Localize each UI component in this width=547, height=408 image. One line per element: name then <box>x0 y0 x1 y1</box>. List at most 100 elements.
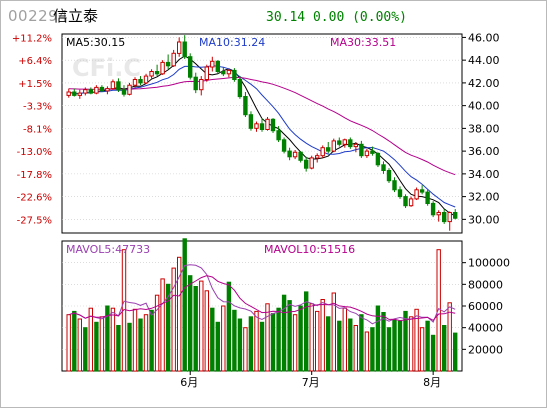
price-tick-label: 32.00 <box>468 191 500 204</box>
volume-bar <box>171 267 176 372</box>
volume-bar <box>414 308 419 372</box>
volume-bar <box>337 320 342 372</box>
candle-body <box>281 139 287 152</box>
candle-body <box>193 76 198 91</box>
volume-bar <box>315 310 320 372</box>
candle-body <box>425 191 430 205</box>
price-tick-label: 42.00 <box>468 77 500 90</box>
volume-bar <box>165 283 171 372</box>
candle-body <box>436 212 441 216</box>
volume-bar <box>94 321 99 372</box>
date-tick-label: 8月 <box>423 376 441 389</box>
pct-tick-label: +6.4% <box>18 56 52 67</box>
price-change-pct: (0.00%) <box>352 10 407 25</box>
candle-body <box>254 123 259 129</box>
pct-tick-label: -13.0% <box>17 147 52 158</box>
candle-body <box>177 41 182 54</box>
candle-body <box>419 189 425 193</box>
candle-body <box>232 69 237 81</box>
volume-legend-item: MAVOL5:47733 <box>66 243 150 256</box>
candle-body <box>99 86 105 92</box>
watermark-logo: CFi.C <box>72 54 141 82</box>
volume-bar <box>359 314 364 372</box>
volume-bar <box>386 327 392 372</box>
candle-body <box>248 114 254 129</box>
candle-body <box>94 86 99 94</box>
volume-bars <box>66 238 458 372</box>
candle-body <box>270 118 276 132</box>
volume-bar <box>276 307 281 372</box>
mavol5-line <box>68 264 456 325</box>
candle-body <box>359 143 364 157</box>
volume-bar <box>138 318 143 372</box>
volume-bar <box>348 318 353 372</box>
candle-body <box>453 212 458 219</box>
volume-bar <box>442 325 447 372</box>
candle-body <box>392 180 397 191</box>
candle-body <box>66 91 71 96</box>
candle-body <box>320 147 325 157</box>
candle-body <box>414 189 419 200</box>
volume-bar <box>77 318 82 372</box>
volume-bar <box>408 316 414 372</box>
volume-bar <box>370 327 375 372</box>
candle-body <box>138 79 143 84</box>
price-axis-ticks: 46.00 +11.2% 44.00 +6.4% 42.00 +1.5% 40.00 -3.3… <box>12 31 500 226</box>
price-legend-item: MA10:31.24 <box>199 36 265 49</box>
price-plot-area <box>61 33 463 234</box>
mavol10-line <box>68 275 456 322</box>
candle-body <box>386 170 392 182</box>
candle-body <box>298 151 303 161</box>
price-quote: 30.14 0.00 (0.00%) <box>266 8 407 28</box>
volume-bar <box>392 319 397 372</box>
volume-bar <box>375 305 381 372</box>
candle-body <box>215 60 221 72</box>
volume-bar <box>221 305 226 372</box>
price-change: 0.00 <box>312 10 345 25</box>
volume-bar <box>177 256 182 372</box>
volume-tick-label: 20000 <box>468 343 503 356</box>
pct-tick-label: -22.6% <box>17 193 52 204</box>
volume-axis-ticks: 100000 80000 60000 40000 20000 <box>462 257 510 356</box>
volume-bar <box>248 316 254 372</box>
stock-name: 信立泰 <box>53 7 99 25</box>
candle-body <box>292 151 298 158</box>
volume-bar <box>364 331 370 372</box>
candle-body <box>442 212 447 223</box>
price-tick-label: 46.00 <box>468 31 500 44</box>
volume-tick-label: 80000 <box>468 278 503 291</box>
date-axis-ticks: 6月 7月 8月 <box>180 371 441 389</box>
volume-bar <box>292 314 298 372</box>
candle-body <box>375 152 381 166</box>
date-tick-label: 6月 <box>180 376 198 389</box>
volume-legend: MAVOL5:47733 MAVOL10:51516 <box>66 243 355 256</box>
volume-bar <box>199 280 204 372</box>
candle-body <box>342 139 348 145</box>
stock-code: 002294 <box>8 7 69 25</box>
date-tick-label: 7月 <box>302 376 320 389</box>
volume-bar <box>259 321 265 372</box>
ma10-line <box>68 64 456 208</box>
price-legend-item: MA5:30.15 <box>66 36 125 49</box>
volume-bar <box>397 320 403 372</box>
volume-bar <box>419 327 425 372</box>
volume-bar <box>304 291 309 372</box>
candle-body <box>154 71 160 75</box>
candle-body <box>199 79 204 91</box>
pct-tick-label: +11.2% <box>12 33 52 44</box>
candle-body <box>309 157 314 169</box>
volume-bar <box>309 303 314 372</box>
pct-tick-label: -27.5% <box>17 215 52 226</box>
candle-body <box>149 71 154 77</box>
volume-bar <box>116 325 121 372</box>
volume-bar <box>430 334 436 372</box>
candle-body <box>165 61 171 67</box>
candle-body <box>403 196 408 207</box>
candle-body <box>397 189 403 198</box>
volume-bar <box>326 316 331 372</box>
candle-body <box>171 52 176 67</box>
price-tick-label: 38.00 <box>468 122 500 135</box>
candlesticks <box>66 35 458 231</box>
price-panel: CFi.C 46.00 +11.2% 44.00 +6.4% 42.00 +1.5% 40.… <box>12 31 500 234</box>
